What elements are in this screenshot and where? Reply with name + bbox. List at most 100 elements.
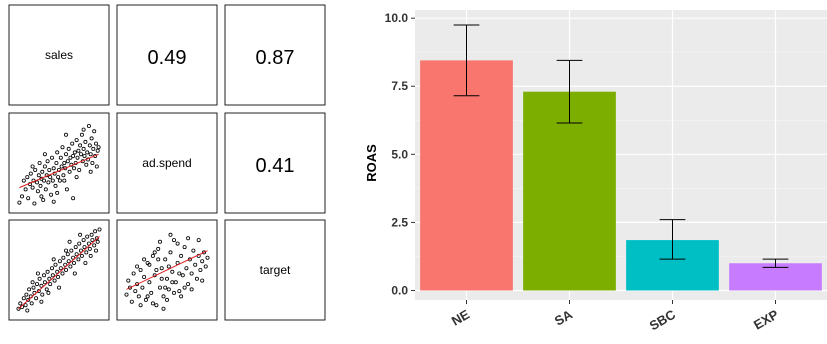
scatter-point — [85, 234, 90, 239]
scatter-point — [93, 229, 98, 234]
scatter-point — [29, 301, 34, 306]
scatter-point — [30, 164, 35, 169]
scatter-point — [191, 248, 196, 253]
scatter-point — [95, 239, 100, 244]
scatter-point — [186, 282, 191, 287]
scatter-point — [171, 238, 176, 243]
scatter-point — [52, 278, 57, 283]
y-tick-label: 5.0 — [391, 147, 408, 161]
error-bars — [453, 24, 789, 268]
scatter-point — [150, 301, 155, 306]
correlation-adspend-target: 0.41 — [256, 155, 295, 177]
scatter-point — [35, 282, 40, 287]
scatter-point — [30, 185, 35, 190]
scatter-point — [60, 145, 65, 150]
scatter-panel-target-vs-adspend — [124, 232, 210, 311]
scatter-point — [147, 280, 152, 285]
y-axis-title: ROAS — [364, 144, 379, 182]
scatter-point — [152, 250, 157, 255]
scatter-point — [142, 257, 147, 262]
scatter-point — [164, 297, 169, 302]
scatter-point — [64, 248, 69, 253]
scatter-point — [53, 183, 58, 188]
scatter-point — [43, 187, 48, 192]
scatter-point — [26, 196, 31, 201]
scatter-point — [94, 141, 99, 146]
scatter-point — [50, 178, 55, 183]
scatter-point — [25, 175, 30, 180]
scatter-point — [42, 164, 47, 169]
scatter-point — [64, 152, 69, 157]
scatter-point — [74, 252, 79, 257]
scatter-point — [159, 276, 164, 281]
scatter-point — [39, 283, 44, 288]
scatter-point — [96, 145, 101, 150]
scatter-point — [77, 167, 82, 172]
error-bar-ne — [453, 24, 480, 97]
error-bar-sbc — [659, 219, 686, 260]
scatter-point — [50, 266, 55, 271]
scatter-point — [48, 175, 53, 180]
scatter-point — [40, 169, 45, 174]
scatter-point — [84, 162, 89, 167]
scatter-point — [87, 143, 92, 148]
scatter-point — [83, 260, 88, 265]
scatter-point — [54, 160, 59, 165]
scatter-point — [94, 248, 99, 253]
x-axis: NE SA SBC EXP — [449, 300, 781, 333]
scatter-point — [163, 257, 168, 262]
scatter-point — [201, 250, 206, 255]
scatter-point — [31, 285, 36, 290]
scatter-point — [189, 271, 194, 276]
scatter-point — [135, 264, 140, 269]
scatter-point — [88, 152, 93, 157]
scatter-point — [47, 276, 52, 281]
scatter-point — [39, 194, 44, 199]
scatter-point — [16, 306, 21, 311]
scatter-point — [68, 155, 73, 160]
scatter-point — [47, 167, 52, 172]
scatter-panel-adspend-vs-sales — [17, 124, 101, 206]
scatter-point — [35, 180, 40, 185]
scatter-point — [74, 138, 79, 143]
scatter-point — [124, 292, 129, 297]
scatter-point — [198, 267, 203, 272]
scatter-point — [35, 271, 40, 276]
scatter-point — [90, 160, 95, 165]
scatter-point — [38, 183, 43, 188]
scatter-point — [73, 245, 78, 250]
scatter-point — [36, 173, 41, 178]
scatter-point — [46, 290, 51, 295]
scatter-point — [170, 269, 175, 274]
scatter-point — [126, 278, 131, 283]
scatter-point — [42, 280, 47, 285]
scatter-point — [68, 264, 73, 269]
scatter-point — [21, 296, 26, 301]
bar-sa — [523, 91, 616, 291]
matrix-cell-scatter-target-sales — [8, 219, 110, 321]
scatter-point — [79, 248, 84, 253]
scatter-point — [46, 180, 51, 185]
y-tick-label: 10.0 — [385, 11, 409, 25]
scatter-point — [33, 167, 38, 172]
scatter-point — [76, 257, 81, 262]
scatter-point — [186, 236, 191, 241]
scatter-point — [55, 269, 60, 274]
scatter-point — [170, 280, 175, 285]
scatter-point — [56, 274, 61, 279]
y-tick-label: 2.5 — [391, 215, 408, 229]
correlation-sales-adspend: 0.49 — [148, 47, 187, 69]
scatter-point — [37, 160, 42, 165]
scatter-point — [156, 257, 161, 262]
scatter-point — [57, 178, 62, 183]
variable-label-target: target — [260, 263, 291, 277]
scatter-point — [89, 232, 94, 237]
scatter-point — [79, 152, 84, 157]
scatter-point — [177, 289, 182, 294]
scatterplot-matrix: sales 0.49 0.87 ad.spend 0.41 target — [8, 4, 326, 321]
scatter-point — [50, 273, 55, 278]
scatter-point — [161, 306, 166, 311]
x-tick-label: SA — [552, 306, 576, 328]
scatter-point — [56, 175, 61, 180]
